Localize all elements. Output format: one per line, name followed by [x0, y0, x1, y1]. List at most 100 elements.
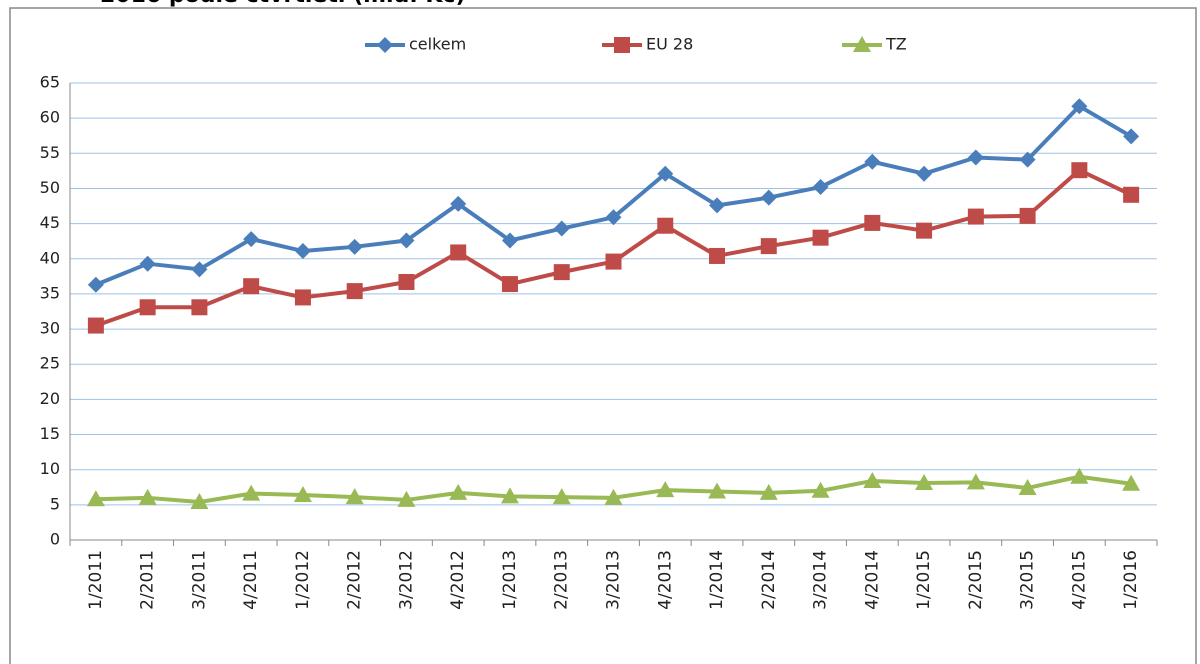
y-tick-label: 30	[40, 319, 60, 338]
x-tick-label: 2/2013	[552, 550, 572, 610]
x-tick-label: 4/2014	[862, 550, 882, 610]
y-tick-label: 45	[40, 213, 60, 232]
marker	[500, 487, 519, 504]
marker	[864, 214, 881, 231]
x-tick-label: 1/2011	[86, 550, 106, 610]
marker	[657, 217, 674, 234]
y-tick-label: 20	[40, 389, 60, 408]
marker	[87, 317, 104, 334]
marker	[450, 195, 467, 212]
marker	[864, 153, 881, 170]
y-tick-label: 10	[40, 459, 60, 478]
marker	[812, 229, 829, 246]
marker	[1070, 467, 1089, 484]
marker	[449, 483, 468, 500]
marker	[1123, 128, 1140, 145]
x-tick-label: 1/2013	[500, 550, 520, 610]
marker	[243, 278, 260, 295]
x-tick-label: 4/2013	[655, 550, 675, 610]
legend-label: TZ	[885, 35, 907, 54]
marker	[553, 220, 570, 237]
marker	[709, 247, 726, 264]
marker	[293, 486, 312, 503]
marker	[553, 264, 570, 281]
x-tick-label: 1/2016	[1121, 550, 1141, 610]
marker	[501, 232, 518, 249]
legend-label: EU 28	[646, 35, 693, 54]
marker	[191, 299, 208, 316]
x-tick-label: 1/2015	[914, 550, 934, 610]
marker	[345, 488, 364, 505]
marker	[398, 273, 415, 290]
x-tick-label: 3/2014	[811, 550, 831, 610]
y-tick-label: 40	[40, 248, 60, 267]
y-tick-label: 55	[40, 143, 60, 162]
marker	[346, 238, 363, 255]
marker	[657, 165, 674, 182]
marker	[760, 189, 777, 206]
marker	[1018, 478, 1037, 495]
marker	[1122, 474, 1141, 491]
marker	[605, 209, 622, 226]
x-tick-label: 2/2011	[138, 550, 158, 610]
marker	[501, 276, 518, 293]
y-tick-label: 5	[50, 494, 60, 513]
marker	[346, 283, 363, 300]
x-tick-label: 3/2011	[189, 550, 209, 610]
y-tick-label: 35	[40, 283, 60, 302]
marker	[853, 36, 871, 52]
marker	[138, 488, 157, 505]
legend-label: celkem	[409, 35, 466, 54]
y-tick-label: 15	[40, 424, 60, 443]
x-tick-label: 1/2012	[293, 550, 313, 610]
marker	[1071, 162, 1088, 179]
marker	[916, 165, 933, 182]
y-tick-label: 25	[40, 354, 60, 373]
marker	[811, 481, 830, 498]
x-tick-label: 2/2014	[759, 550, 779, 610]
y-tick-label: 60	[40, 108, 60, 127]
marker	[294, 243, 311, 260]
marker	[760, 238, 777, 255]
marker	[242, 484, 261, 501]
marker	[87, 276, 104, 293]
marker	[916, 222, 933, 239]
y-tick-label: 50	[40, 178, 60, 197]
marker	[377, 37, 393, 53]
x-tick-label: 2/2012	[345, 550, 365, 610]
marker	[708, 482, 727, 499]
marker	[552, 488, 571, 505]
x-tick-label: 3/2013	[604, 550, 624, 610]
x-tick-label: 4/2012	[448, 550, 468, 610]
marker	[604, 488, 623, 505]
marker	[614, 37, 630, 53]
chart-border	[9, 7, 1197, 664]
marker	[966, 473, 985, 490]
marker	[139, 299, 156, 316]
x-tick-label: 3/2015	[1018, 550, 1038, 610]
marker	[190, 493, 209, 510]
marker	[605, 253, 622, 270]
marker	[863, 471, 882, 488]
marker	[1019, 207, 1036, 224]
marker	[915, 474, 934, 491]
x-tick-label: 4/2011	[241, 550, 261, 610]
marker	[967, 149, 984, 166]
marker	[294, 289, 311, 306]
marker	[812, 179, 829, 196]
chart-title: 2016 podle čtvrtletí (mld. Kč)	[100, 0, 466, 8]
marker	[759, 483, 778, 500]
marker	[1071, 98, 1088, 115]
marker	[656, 481, 675, 498]
y-tick-label: 65	[40, 73, 60, 92]
marker	[450, 244, 467, 261]
marker	[139, 255, 156, 272]
x-tick-label: 4/2015	[1069, 550, 1089, 610]
x-tick-label: 2/2015	[966, 550, 986, 610]
marker	[243, 231, 260, 248]
y-tick-label: 0	[50, 530, 60, 549]
marker	[1019, 151, 1036, 168]
marker	[1123, 186, 1140, 203]
marker	[86, 490, 105, 507]
